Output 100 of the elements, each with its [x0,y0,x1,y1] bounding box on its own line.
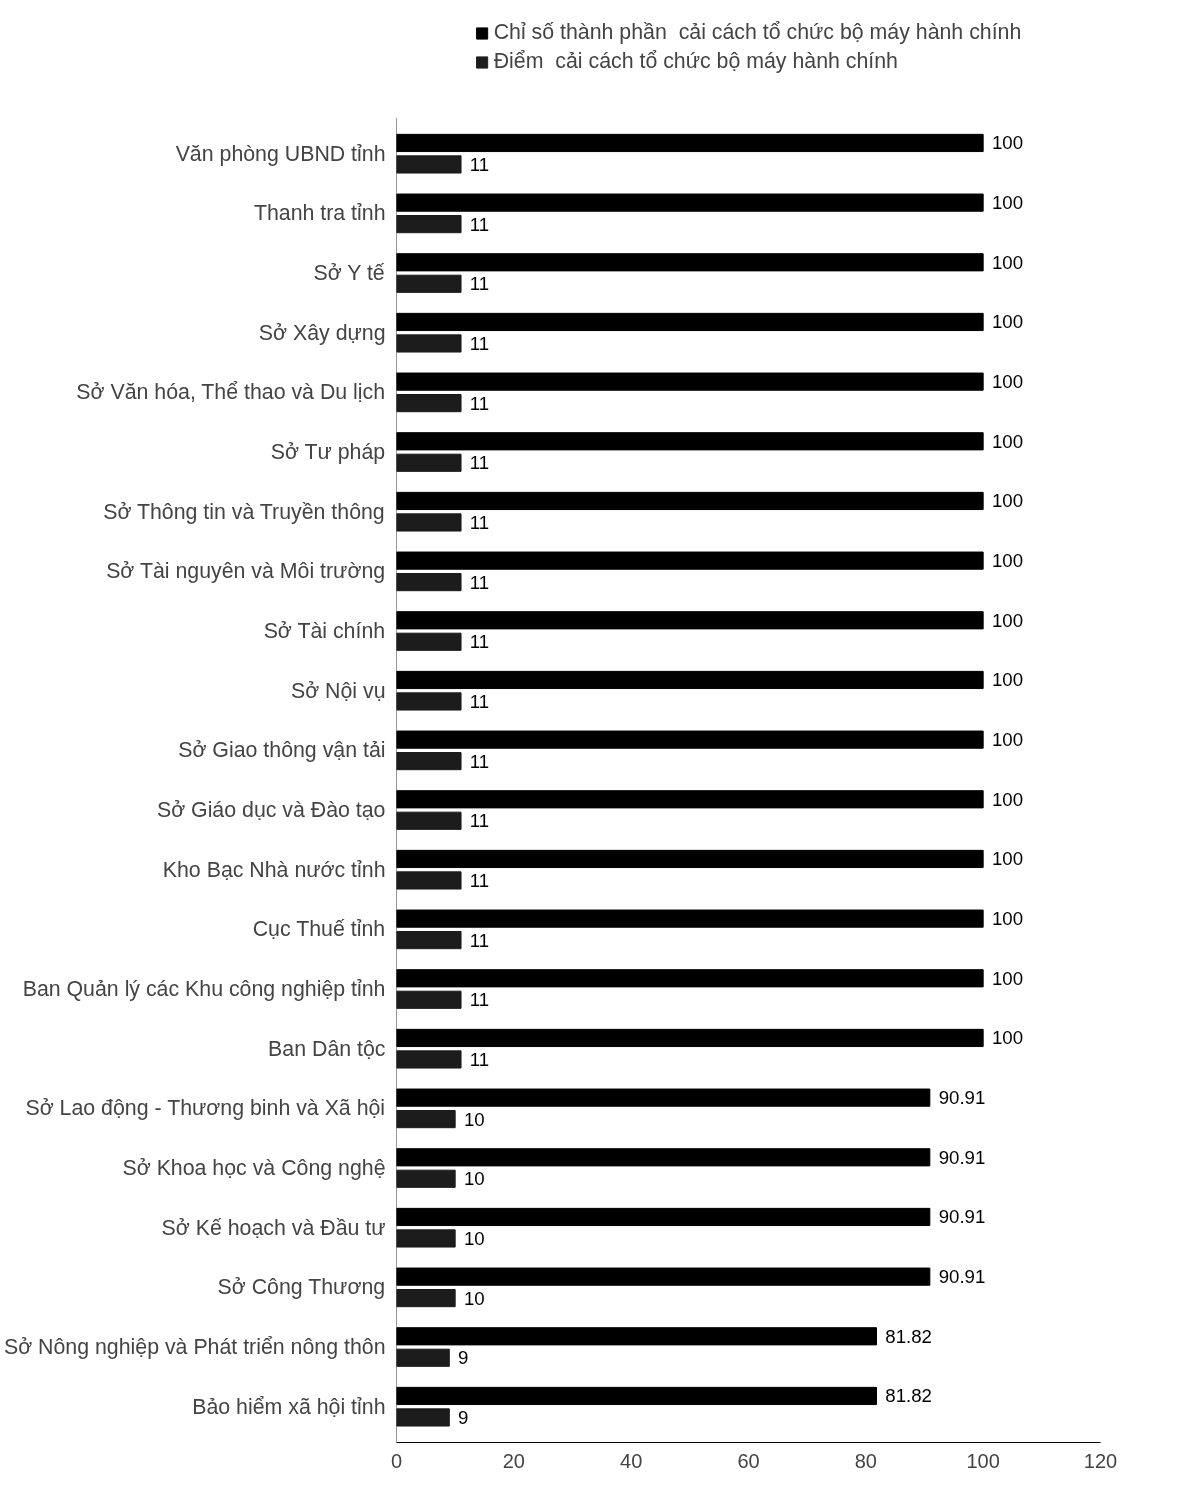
bar [396,969,984,988]
bar [396,573,462,592]
bar [396,790,984,809]
y-tick-label: Ban Quản lý các Khu công nghiệp tỉnh [22,977,386,1002]
x-tick-label: 120 [1083,1449,1118,1472]
data-label: 9 [458,1406,469,1428]
bar [396,334,462,353]
data-label: 81.82 [885,1325,932,1347]
bar [396,692,462,711]
data-label: 11 [469,332,490,354]
bar [396,1386,878,1406]
x-tick-label: 80 [854,1449,877,1472]
bar [396,1207,931,1227]
y-tick-label: Sở Kế hoạch và Đầu tư [161,1215,386,1240]
data-label: 10 [463,1168,485,1190]
data-label: 10 [463,1227,485,1249]
x-tick-label: 40 [620,1449,643,1472]
y-tick-label: Sở Công Thương [217,1275,386,1300]
y-tick-label: Văn phòng UBND tỉnh [175,141,386,166]
y-tick-label: Sở Tài chính [263,619,386,644]
data-label: 100 [991,132,1024,154]
data-label: 11 [469,452,490,474]
data-label: 100 [991,251,1024,273]
bar [396,133,984,153]
bar [396,215,462,234]
bar [396,1289,456,1308]
y-tick-label: Sở Giao thông vận tải [178,738,386,763]
data-label: 11 [469,810,490,832]
bar [396,1148,931,1167]
data-label: 10 [463,1287,485,1309]
bar [396,253,984,272]
bar [396,1169,456,1188]
y-tick-label: Sở Tư pháp [270,440,386,465]
y-tick-label: Cục Thuế tỉnh [252,917,386,942]
data-label: 90.91 [938,1266,986,1288]
bar [396,1028,984,1048]
data-label: 11 [469,869,490,891]
data-label: 11 [469,392,490,414]
bar [396,491,984,511]
y-tick-label: Sở Thông tin và Truyền thông [103,499,385,524]
bar [396,909,984,928]
data-label: 11 [469,929,490,951]
data-label: 11 [469,213,490,235]
data-label: 11 [469,511,490,533]
bar [396,1088,931,1107]
data-label: 11 [469,631,490,653]
bar [396,752,462,771]
bar [396,193,984,212]
bar [396,632,462,651]
bar [396,551,984,570]
data-label: 100 [991,908,1024,930]
bar [396,1327,878,1346]
x-tick-label: 60 [737,1449,760,1472]
data-label: 90.91 [938,1206,986,1228]
bar [396,611,984,630]
data-label: 11 [469,690,490,712]
y-tick-label: Sở Nội vụ [290,678,386,703]
legend-label: Chỉ số thành phần cải cách tổ chức bộ máy hành chính [493,20,1022,45]
data-label: 100 [991,609,1024,631]
data-label: 100 [991,192,1024,214]
data-label: 100 [991,490,1024,512]
bar [396,1229,456,1248]
data-label: 100 [991,371,1024,393]
y-tick-label: Sở Khoa học và Công nghệ [122,1156,386,1181]
bar [396,730,984,749]
y-tick-label: Sở Y tế [313,261,385,286]
data-label: 11 [469,571,490,593]
bar [396,931,462,950]
y-tick-label: Sở Nông nghiệp và Phát triển nông thôn [3,1335,386,1360]
data-label: 100 [991,550,1024,572]
x-tick-label: 0 [390,1449,403,1472]
data-label: 100 [991,1027,1024,1049]
legend-label: Điểm cải cách tổ chức bộ máy hành chính [493,49,898,74]
y-tick-label: Bảo hiểm xã hội tỉnh [192,1394,386,1419]
y-tick-label: Ban Dân tộc [268,1036,386,1061]
y-tick-label: Sở Tài nguyên và Môi trường [106,559,386,584]
data-label: 100 [991,669,1024,691]
data-label: 10 [463,1108,485,1130]
bar [396,1348,450,1367]
y-tick-label: Kho Bạc Nhà nước tỉnh [162,857,386,882]
data-label: 100 [991,430,1024,452]
bar [396,394,462,413]
y-tick-label: Sở Giáo dục và Đào tạo [156,798,386,823]
data-label: 90.91 [938,1146,986,1168]
data-label: 11 [469,989,490,1011]
bar [396,871,462,890]
data-label: 9 [458,1347,469,1369]
data-label: 11 [469,750,490,772]
bar [396,990,462,1009]
bar [396,811,462,830]
data-label: 100 [991,729,1024,751]
bar [396,274,462,293]
bar [396,1050,462,1069]
bar [396,453,462,472]
data-label: 100 [991,311,1024,333]
x-tick-label: 20 [502,1449,525,1472]
data-label: 11 [469,1048,490,1070]
bar [396,372,984,391]
bar [396,155,462,174]
data-label: 11 [469,273,490,295]
